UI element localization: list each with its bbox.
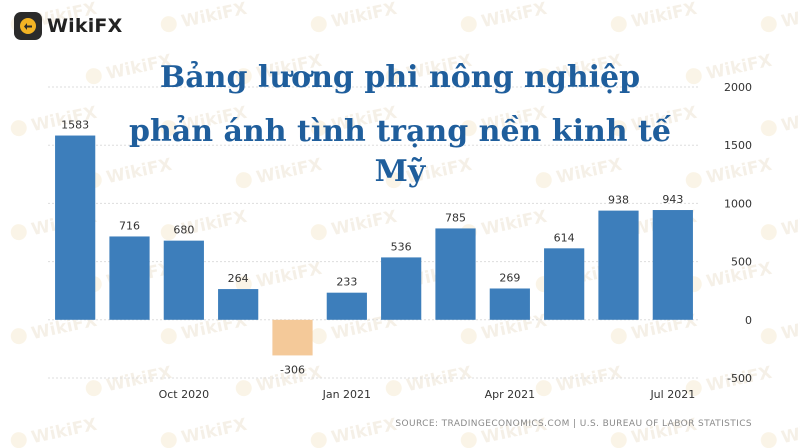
watermark-icon <box>160 328 177 345</box>
watermark-icon <box>760 328 777 345</box>
y-tick-label: 500 <box>731 256 752 269</box>
bar <box>55 135 96 320</box>
watermark-icon <box>310 16 327 33</box>
data-label: 943 <box>662 193 683 206</box>
bar <box>544 248 585 320</box>
data-label: 614 <box>554 231 575 244</box>
y-tick-label: 1000 <box>724 197 752 210</box>
data-label: 1583 <box>61 119 89 132</box>
logo-text: WikiFX <box>47 15 123 37</box>
watermark-icon <box>10 120 27 137</box>
watermark-icon <box>385 172 402 189</box>
x-tick-label: Oct 2020 <box>159 388 210 401</box>
y-tick-label: -500 <box>727 372 752 385</box>
watermark-icon <box>460 16 477 33</box>
x-tick-label: Apr 2021 <box>485 388 536 401</box>
watermark-icon <box>385 68 402 85</box>
watermark-icon <box>610 432 627 448</box>
watermark-icon <box>610 120 627 137</box>
y-tick-label: 0 <box>745 314 752 327</box>
watermark-icon <box>310 224 327 241</box>
x-tick-label: Jan 2021 <box>322 388 371 401</box>
watermark-icon <box>610 328 627 345</box>
data-label: 938 <box>608 194 629 207</box>
watermark-icon <box>235 172 252 189</box>
watermark-icon <box>460 432 477 448</box>
data-label: 785 <box>445 211 466 224</box>
wikifx-logo[interactable]: WikiFX <box>14 12 122 40</box>
watermark-icon <box>160 120 177 137</box>
watermark-icon <box>685 68 702 85</box>
watermark-icon <box>460 120 477 137</box>
watermark-icon <box>160 16 177 33</box>
watermark-icon <box>685 380 702 397</box>
watermark-icon <box>10 224 27 241</box>
bar <box>652 210 693 320</box>
watermark-icon <box>535 172 552 189</box>
watermark-icon <box>760 120 777 137</box>
bar <box>326 292 367 320</box>
data-label: 716 <box>119 219 140 232</box>
wikifx-logo-icon <box>14 12 42 40</box>
y-tick-label: 1500 <box>724 139 752 152</box>
watermark-icon <box>685 172 702 189</box>
bar <box>381 257 422 320</box>
watermark-icon <box>235 68 252 85</box>
data-label: 233 <box>336 276 357 289</box>
watermark-icon <box>10 432 27 448</box>
data-label: 264 <box>228 272 249 285</box>
watermark-icon <box>235 380 252 397</box>
watermark-icon <box>310 120 327 137</box>
bar <box>598 210 639 320</box>
bar <box>272 319 313 356</box>
watermark-icon <box>535 68 552 85</box>
watermark-icon <box>460 328 477 345</box>
data-label: 536 <box>391 240 412 253</box>
bar <box>109 236 150 320</box>
watermark-icon <box>160 224 177 241</box>
watermark-icon <box>235 276 252 293</box>
watermark-icon <box>535 380 552 397</box>
data-label: 680 <box>173 224 194 237</box>
bar <box>218 289 259 320</box>
y-tick-label: 2000 <box>724 81 752 94</box>
watermark-icon <box>310 328 327 345</box>
watermark-icon <box>760 224 777 241</box>
watermark-icon <box>85 68 102 85</box>
bar <box>163 240 204 320</box>
watermark-icon <box>160 432 177 448</box>
watermark-icon <box>85 380 102 397</box>
source-note: SOURCE: TRADINGECONOMICS.COM | U.S. BURE… <box>395 419 752 429</box>
data-label: -306 <box>280 363 305 376</box>
data-label: 269 <box>499 271 520 284</box>
title-line-2: phản ánh tình trạng nền kinh tế Mỹ <box>129 114 671 189</box>
watermark-icon <box>385 380 402 397</box>
watermark-icon <box>310 432 327 448</box>
watermark-icon <box>10 328 27 345</box>
watermark-icon <box>610 16 627 33</box>
watermark-icon <box>760 432 777 448</box>
title-line-1: Bảng lương phi nông nghiệp <box>159 60 641 95</box>
watermark-icon <box>760 16 777 33</box>
bar <box>489 288 530 320</box>
x-tick-label: Jul 2021 <box>649 388 695 401</box>
bar <box>435 228 476 320</box>
